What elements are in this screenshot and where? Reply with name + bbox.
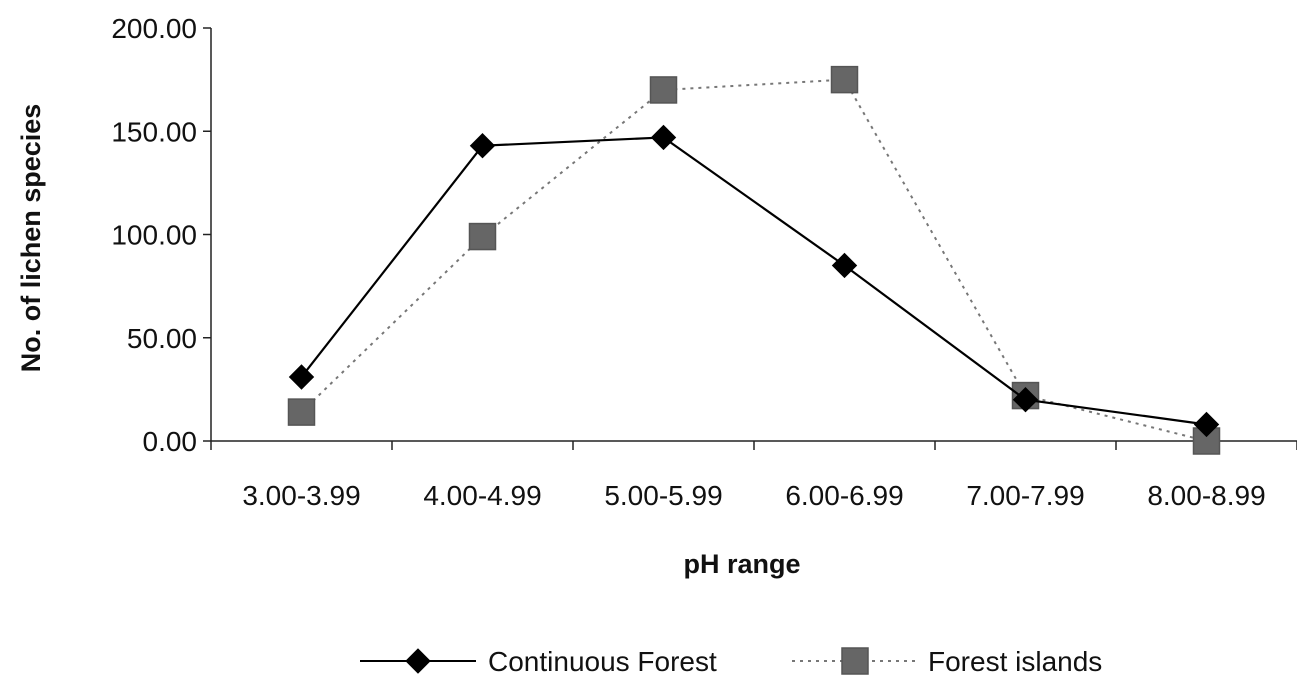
data-point bbox=[649, 76, 678, 104]
data-point bbox=[468, 222, 497, 251]
legend-marker bbox=[405, 648, 431, 674]
plot-area bbox=[287, 65, 1221, 455]
legend-item: Continuous Forest bbox=[360, 646, 717, 677]
data-point bbox=[1012, 386, 1039, 413]
legend-item: Forest islands bbox=[792, 646, 1102, 677]
y-tick-label: 50.00 bbox=[127, 323, 197, 354]
x-tick-label: 6.00-6.99 bbox=[785, 480, 903, 511]
data-point bbox=[831, 252, 858, 279]
data-point bbox=[650, 124, 677, 151]
x-tick-label: 3.00-3.99 bbox=[242, 480, 360, 511]
data-point bbox=[1193, 411, 1220, 438]
y-tick-label: 150.00 bbox=[111, 116, 197, 147]
x-tick-label: 7.00-7.99 bbox=[966, 480, 1084, 511]
series-continuous-forest bbox=[288, 124, 1220, 438]
data-point bbox=[288, 364, 315, 390]
series-line bbox=[300, 136, 1207, 426]
series-forest-islands bbox=[287, 65, 1221, 455]
x-tick-label: 4.00-4.99 bbox=[423, 480, 541, 511]
data-point bbox=[287, 398, 316, 426]
legend: Continuous Forest Forest islands bbox=[360, 646, 1102, 677]
y-tick-label: 0.00 bbox=[143, 426, 198, 457]
y-tick-label: 200.00 bbox=[111, 13, 197, 44]
x-axis-title: pH range bbox=[683, 549, 800, 579]
y-axis: 0.00 50.00 100.00 150.00 200.00 bbox=[111, 13, 212, 457]
legend-label: Forest islands bbox=[928, 646, 1102, 677]
data-point bbox=[469, 132, 496, 159]
y-axis-title: No. of lichen species bbox=[16, 104, 46, 373]
legend-label: Continuous Forest bbox=[488, 646, 717, 677]
y-tick-label: 100.00 bbox=[111, 220, 197, 251]
x-tick-label: 8.00-8.99 bbox=[1147, 480, 1265, 511]
legend-marker bbox=[841, 647, 869, 675]
x-axis: 3.00-3.99 4.00-4.99 5.00-5.99 6.00-6.99 7.00… bbox=[210, 440, 1297, 511]
x-tick-label: 5.00-5.99 bbox=[604, 480, 722, 511]
series-line bbox=[300, 78, 1207, 442]
data-point bbox=[830, 65, 859, 94]
